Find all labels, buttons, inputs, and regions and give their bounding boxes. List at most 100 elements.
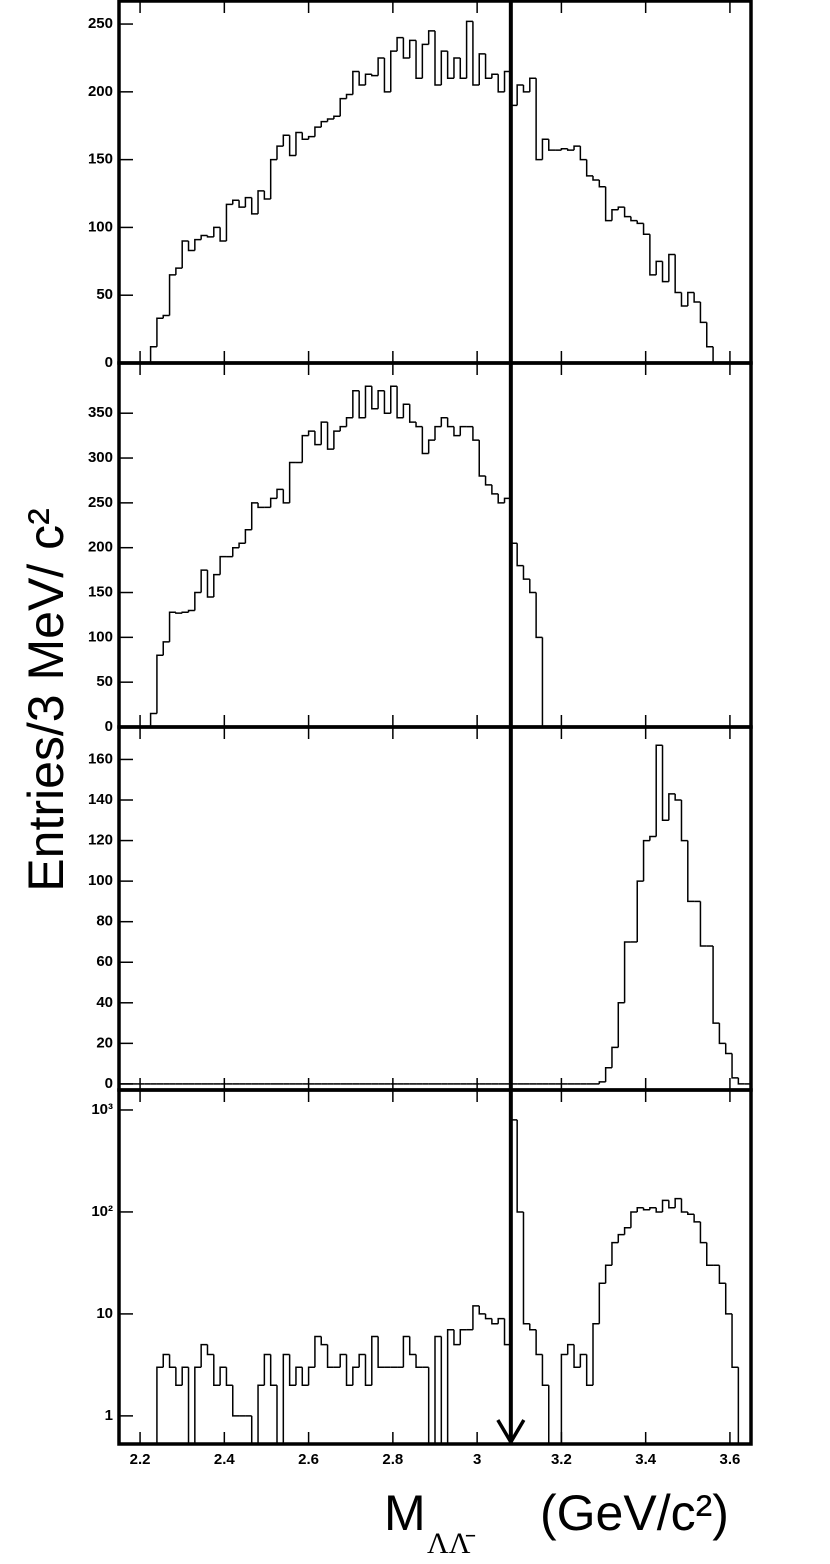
- histogram-bin: [307, 1366, 315, 1386]
- histogram-bin: [642, 839, 650, 882]
- x-axis-subscript: ΛΛ̄: [427, 1527, 476, 1560]
- histogram-bin: [421, 43, 429, 79]
- histogram-bin: [617, 206, 625, 210]
- histogram-bin: [706, 1242, 714, 1267]
- histogram-bin: [617, 1002, 625, 1048]
- histogram-bin: [238, 200, 246, 208]
- histogram-bin: [680, 292, 688, 307]
- y-tick-label: 250: [88, 15, 113, 32]
- histogram-bin: [194, 591, 202, 611]
- histogram-bin: [642, 223, 650, 235]
- histogram-bin: [642, 1207, 650, 1211]
- histogram-bin: [232, 199, 240, 205]
- histogram-bin: [604, 1066, 612, 1082]
- histogram-bin: [219, 1366, 227, 1386]
- y-tick-label: 80: [96, 913, 113, 930]
- histogram-bin: [712, 346, 720, 364]
- x-tick-label: 2.6: [298, 1451, 319, 1468]
- histogram-bin: [503, 497, 511, 503]
- histogram-bin: [541, 1354, 549, 1386]
- histogram-bin: [724, 1283, 733, 1315]
- histogram-bin: [699, 301, 707, 324]
- y-tick-label: 50: [96, 673, 113, 690]
- histogram-bin: [383, 390, 391, 414]
- y-tick-label: 10³: [91, 1101, 113, 1118]
- histogram-bin: [377, 1336, 385, 1368]
- histogram-bin: [181, 240, 189, 269]
- histogram-bin: [731, 1053, 739, 1079]
- y-tick-label: 40: [96, 994, 113, 1011]
- histogram-bin: [668, 793, 676, 821]
- histogram-bin: [282, 1353, 290, 1444]
- histogram-bin: [566, 148, 575, 151]
- histogram-bin: [194, 1366, 202, 1444]
- histogram-bin: [623, 941, 631, 1003]
- histogram-bin: [611, 1241, 619, 1266]
- histogram-bin: [687, 291, 695, 307]
- histogram-bin: [345, 416, 353, 427]
- y-tick-label: 200: [88, 83, 113, 100]
- histogram-bin: [377, 390, 385, 409]
- histogram-bin: [668, 1200, 676, 1209]
- histogram-bin: [225, 1367, 233, 1386]
- histogram-bin: [453, 426, 461, 437]
- histogram-bin: [623, 1226, 631, 1235]
- histogram-bin: [244, 196, 252, 208]
- histogram-bin: [592, 175, 600, 181]
- histogram-bin: [295, 131, 303, 156]
- histogram-bin: [706, 322, 714, 348]
- y-tick-label: 250: [88, 494, 113, 511]
- histogram-bin: [434, 30, 442, 86]
- histogram-bin: [288, 135, 296, 157]
- y-tick-label: 200: [88, 539, 113, 556]
- histogram-bin: [427, 1367, 435, 1445]
- histogram-bin: [535, 78, 543, 161]
- histogram-bin: [548, 139, 556, 151]
- histogram-bin: [415, 40, 423, 80]
- histogram-bin: [364, 73, 372, 86]
- y-tick-label: 0: [105, 718, 113, 735]
- histogram-bin: [371, 386, 379, 410]
- histogram-bin: [446, 417, 454, 428]
- histogram-bin: [288, 1354, 296, 1386]
- histogram-bin: [276, 145, 284, 160]
- x-axis-unit: (GeV/c²): [540, 1485, 729, 1541]
- histogram-bin: [206, 570, 214, 598]
- histogram-bin: [200, 234, 208, 240]
- histogram-bin: [693, 292, 701, 303]
- x-tick-label: 2.8: [382, 1451, 403, 1468]
- histogram-bin: [408, 1336, 417, 1356]
- histogram-bin: [168, 611, 176, 642]
- histogram-bin: [655, 744, 663, 837]
- histogram-bin: [421, 426, 429, 455]
- histogram-bin: [522, 565, 530, 580]
- histogram-bin: [339, 1353, 347, 1368]
- histogram-bin: [358, 390, 366, 419]
- histogram-bin: [687, 1211, 695, 1215]
- y-tick-label: 350: [88, 404, 113, 421]
- histogram-bin: [434, 1335, 442, 1444]
- histogram-bin: [288, 461, 296, 503]
- histogram-bin: [427, 30, 435, 45]
- histogram-bin: [611, 1046, 619, 1068]
- histogram-bin: [687, 840, 695, 903]
- histogram-bin: [415, 1354, 423, 1368]
- histogram-bin: [661, 1199, 669, 1212]
- histogram-bin: [156, 654, 164, 714]
- histogram-bin: [573, 1344, 581, 1368]
- y-tick-label: 10²: [91, 1203, 113, 1220]
- histogram-bin: [402, 37, 410, 59]
- histogram-bin: [377, 57, 385, 76]
- histogram-bin: [649, 234, 657, 276]
- histogram-bin: [371, 1335, 379, 1386]
- histogram-bin: [440, 50, 448, 86]
- histogram-bin: [314, 1335, 322, 1368]
- histogram-bin: [529, 77, 537, 92]
- histogram-bin: [213, 226, 221, 237]
- histogram-bin: [250, 1415, 259, 1445]
- histogram-bin: [522, 85, 530, 93]
- histogram-bin: [674, 254, 682, 294]
- histogram-bin: [478, 1305, 486, 1315]
- histogram-bin: [194, 238, 202, 251]
- histogram-bin: [516, 543, 524, 567]
